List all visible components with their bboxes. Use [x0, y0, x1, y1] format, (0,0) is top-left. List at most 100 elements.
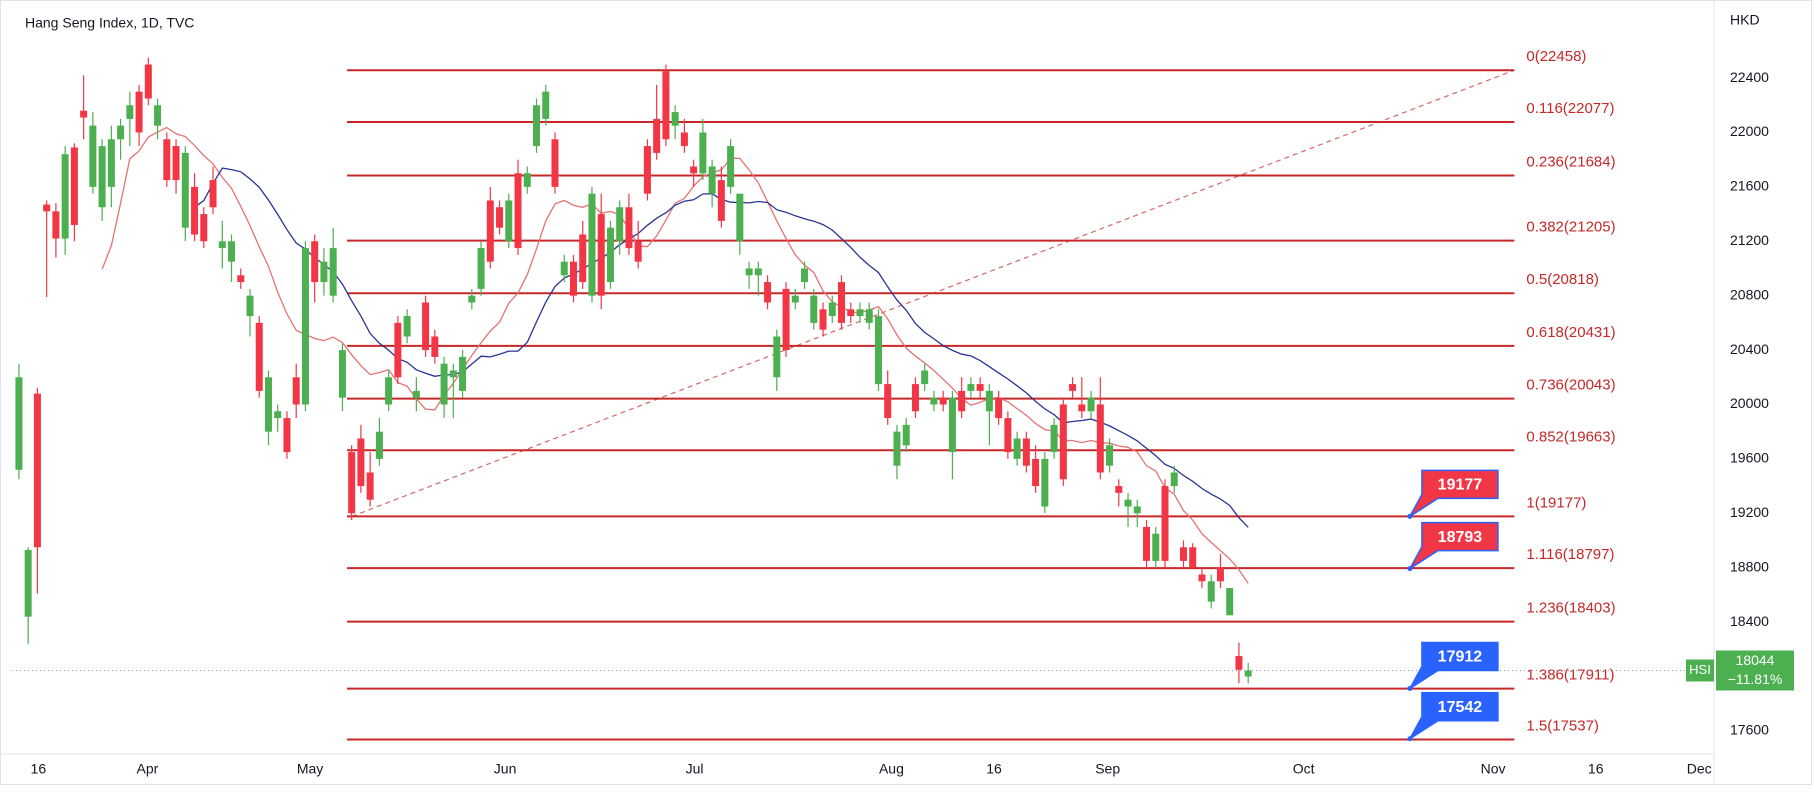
- candle-body: [542, 91, 550, 119]
- candle-body: [459, 356, 467, 391]
- candle-body: [1133, 506, 1141, 514]
- candle-body: [1041, 458, 1049, 507]
- candle-body: [1143, 526, 1151, 561]
- candle-body: [514, 173, 522, 249]
- fib-level-label: 1.386(17911): [1526, 667, 1614, 684]
- candle-body: [801, 268, 809, 283]
- price-tag-label: 17542: [1438, 699, 1483, 716]
- candle-body: [449, 370, 457, 378]
- y-tick-label: 20800: [1730, 286, 1769, 302]
- candle-body: [1059, 404, 1067, 480]
- candle-body: [246, 295, 254, 317]
- candle-body: [468, 295, 476, 303]
- candle-body: [727, 146, 735, 187]
- candle-body: [856, 309, 864, 317]
- candle-body: [1115, 486, 1123, 493]
- candle-body: [911, 384, 919, 412]
- candle-body: [810, 295, 818, 323]
- candle-body: [264, 377, 272, 432]
- x-tick-label: 16: [31, 761, 47, 777]
- candle-body: [736, 193, 744, 242]
- candle-body: [255, 322, 263, 391]
- candle-body: [126, 105, 134, 119]
- fib-level-label: 1.116(18797): [1526, 546, 1614, 563]
- candle-body: [274, 411, 282, 419]
- candle-body: [1096, 404, 1104, 473]
- candle-body: [643, 146, 651, 194]
- candle-body: [15, 377, 23, 470]
- price-tag-anchor: [1407, 566, 1413, 572]
- candle-body: [107, 139, 115, 187]
- candle-body: [662, 71, 670, 140]
- fib-level-label: 0.116(22077): [1526, 100, 1614, 117]
- symbol-label: HSI: [1689, 662, 1711, 677]
- candle-body: [921, 370, 929, 385]
- candle-body: [523, 173, 531, 187]
- last-price-box: [1716, 650, 1794, 691]
- y-tick-label: 20000: [1730, 395, 1769, 411]
- candle-body: [884, 384, 892, 419]
- candle-body: [1106, 445, 1114, 466]
- candle-body: [228, 241, 236, 262]
- price-tag-box: [1409, 641, 1499, 690]
- x-tick-label: Sep: [1095, 761, 1120, 777]
- candle-body: [1198, 574, 1206, 582]
- price-tag-anchor: [1407, 513, 1413, 519]
- candle-body: [1069, 384, 1077, 391]
- price-tag-box: [1409, 469, 1499, 518]
- candle-body: [551, 139, 559, 187]
- candle-body: [200, 214, 208, 242]
- candle-body: [717, 180, 725, 221]
- candle-body: [699, 132, 707, 174]
- candle-body: [440, 363, 448, 405]
- candle-body: [70, 147, 78, 225]
- y-tick-label: 18800: [1730, 558, 1769, 574]
- candle-body: [828, 302, 836, 317]
- fib-level-label: 1.5(17537): [1526, 717, 1599, 734]
- currency-label: HKD: [1730, 12, 1760, 28]
- fib-level-label: 0.382(21205): [1526, 219, 1615, 236]
- candle-body: [486, 200, 494, 262]
- candle-body: [385, 377, 393, 405]
- candle-body: [338, 350, 346, 398]
- y-tick-label: 22400: [1730, 69, 1769, 85]
- last-price-value: 18044: [1736, 652, 1775, 668]
- candle-body: [191, 186, 199, 235]
- candle-body: [1226, 588, 1234, 616]
- candle-body: [52, 211, 60, 239]
- candle-body: [172, 146, 180, 181]
- candle-body: [477, 248, 485, 289]
- candle-body: [847, 309, 855, 317]
- candle-body: [1004, 418, 1012, 453]
- candle-body: [348, 452, 356, 514]
- x-tick-label: Oct: [1293, 761, 1315, 777]
- y-tick-label: 18400: [1730, 613, 1769, 629]
- candle-body: [1207, 581, 1215, 602]
- x-tick-label: May: [297, 761, 323, 777]
- fib-level-label: 0(22458): [1526, 48, 1586, 65]
- candle-body: [634, 241, 642, 262]
- x-tick-label: Aug: [879, 761, 904, 777]
- y-tick-label: 19600: [1730, 450, 1769, 466]
- candle-body: [43, 204, 51, 212]
- candle-body: [819, 309, 827, 330]
- fib-level-label: 1(19177): [1526, 494, 1586, 511]
- y-tick-label: 21200: [1730, 232, 1769, 248]
- candle-body: [357, 438, 365, 487]
- candle-body: [209, 180, 217, 208]
- y-tick-label: 17600: [1730, 722, 1769, 738]
- candle-body: [181, 152, 189, 228]
- candle-body: [1161, 486, 1169, 561]
- price-tag-label: 17912: [1438, 649, 1483, 666]
- x-tick-label: 16: [986, 761, 1002, 777]
- candle-body: [865, 309, 873, 323]
- fib-level-label: 0.736(20043): [1526, 377, 1615, 394]
- candle-body: [616, 207, 624, 242]
- candle-body: [1050, 424, 1058, 453]
- candle-body: [754, 268, 762, 276]
- candle-body: [680, 132, 688, 147]
- candle-body: [1087, 397, 1095, 412]
- candle-body: [976, 384, 984, 391]
- candle-body: [1013, 438, 1021, 459]
- candle-body: [135, 91, 143, 133]
